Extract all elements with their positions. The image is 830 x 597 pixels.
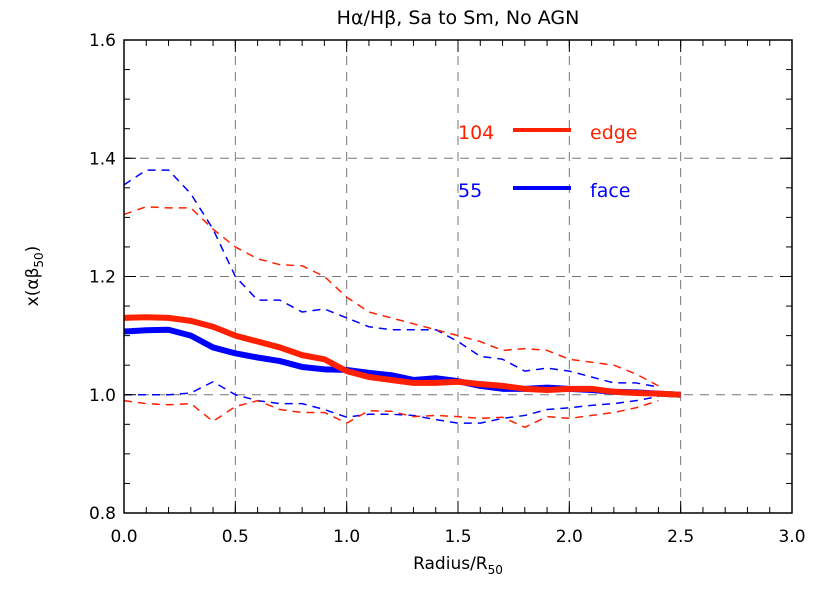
y-tick-label: 0.8 [89, 504, 116, 524]
x-tick-label: 0.5 [222, 527, 249, 547]
x-tick-label: 2.5 [667, 527, 694, 547]
series-band-line [123, 205, 659, 387]
y-axis-label: x(αβ50) [23, 246, 46, 307]
y-tick-label: 1.4 [89, 149, 116, 169]
chart-title: Hα/Hβ, Sa to Sm, No AGN [337, 7, 580, 29]
x-axis-label: Radius/R50 [413, 554, 503, 577]
series-band-line [123, 399, 659, 429]
series-line-edge [123, 314, 681, 398]
series-band-line [123, 169, 659, 388]
plot-frame [123, 39, 793, 514]
legend-count: 104 [458, 122, 494, 144]
y-tick-label: 1.6 [89, 31, 116, 51]
series-band-line [124, 380, 659, 424]
x-tick-label: 1.0 [333, 527, 360, 547]
y-tick-label: 1.2 [89, 268, 116, 288]
legend-count: 55 [458, 180, 482, 202]
x-tick-label: 3.0 [778, 527, 805, 547]
legend-label: face [590, 180, 630, 202]
x-tick-label: 1.5 [444, 527, 471, 547]
x-tick-label: 2.0 [556, 527, 583, 547]
legend-label: edge [590, 122, 638, 144]
x-tick-label: 0.0 [110, 527, 137, 547]
y-tick-label: 1.0 [89, 386, 116, 406]
